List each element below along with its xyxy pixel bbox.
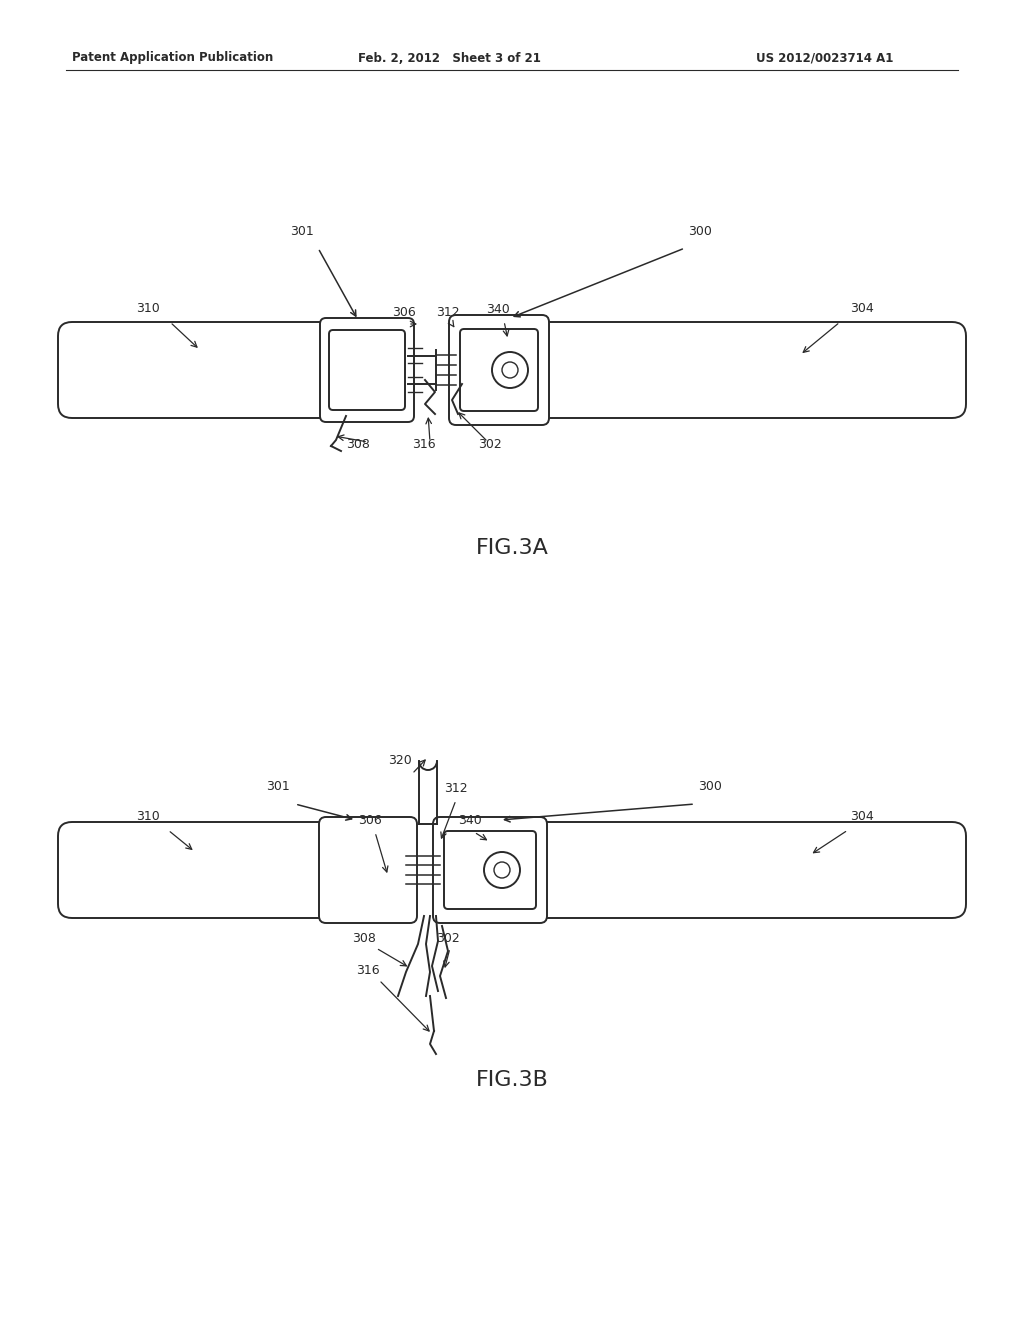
Text: 340: 340 bbox=[486, 304, 510, 315]
FancyBboxPatch shape bbox=[524, 322, 966, 418]
Circle shape bbox=[484, 851, 520, 888]
Text: 302: 302 bbox=[478, 438, 502, 451]
Text: FIG.3B: FIG.3B bbox=[475, 1071, 549, 1090]
Text: 340: 340 bbox=[458, 814, 482, 828]
Text: Patent Application Publication: Patent Application Publication bbox=[72, 51, 273, 65]
FancyBboxPatch shape bbox=[319, 817, 417, 923]
Text: 320: 320 bbox=[388, 754, 412, 767]
FancyBboxPatch shape bbox=[524, 822, 966, 917]
Text: 308: 308 bbox=[352, 932, 376, 945]
Text: 308: 308 bbox=[346, 438, 370, 451]
Text: 302: 302 bbox=[436, 932, 460, 945]
Text: 316: 316 bbox=[413, 438, 436, 451]
FancyBboxPatch shape bbox=[58, 322, 402, 418]
Text: 301: 301 bbox=[266, 780, 290, 793]
Text: 306: 306 bbox=[358, 814, 382, 828]
Text: 306: 306 bbox=[392, 306, 416, 319]
FancyBboxPatch shape bbox=[58, 822, 402, 917]
FancyBboxPatch shape bbox=[460, 329, 538, 411]
Text: US 2012/0023714 A1: US 2012/0023714 A1 bbox=[756, 51, 893, 65]
FancyBboxPatch shape bbox=[433, 817, 547, 923]
Circle shape bbox=[502, 362, 518, 378]
Text: 300: 300 bbox=[698, 780, 722, 793]
Text: 316: 316 bbox=[356, 964, 380, 977]
Circle shape bbox=[492, 352, 528, 388]
FancyBboxPatch shape bbox=[319, 318, 414, 422]
Text: 312: 312 bbox=[436, 306, 460, 319]
FancyBboxPatch shape bbox=[329, 330, 406, 411]
FancyBboxPatch shape bbox=[449, 315, 549, 425]
FancyBboxPatch shape bbox=[444, 832, 536, 909]
Text: 312: 312 bbox=[444, 781, 468, 795]
Text: 300: 300 bbox=[688, 224, 712, 238]
Text: Feb. 2, 2012   Sheet 3 of 21: Feb. 2, 2012 Sheet 3 of 21 bbox=[358, 51, 541, 65]
Text: 310: 310 bbox=[136, 810, 160, 822]
Text: 304: 304 bbox=[850, 302, 873, 315]
Text: FIG.3A: FIG.3A bbox=[475, 539, 549, 558]
Text: 304: 304 bbox=[850, 810, 873, 822]
Text: 301: 301 bbox=[290, 224, 314, 238]
Text: 310: 310 bbox=[136, 302, 160, 315]
Circle shape bbox=[494, 862, 510, 878]
